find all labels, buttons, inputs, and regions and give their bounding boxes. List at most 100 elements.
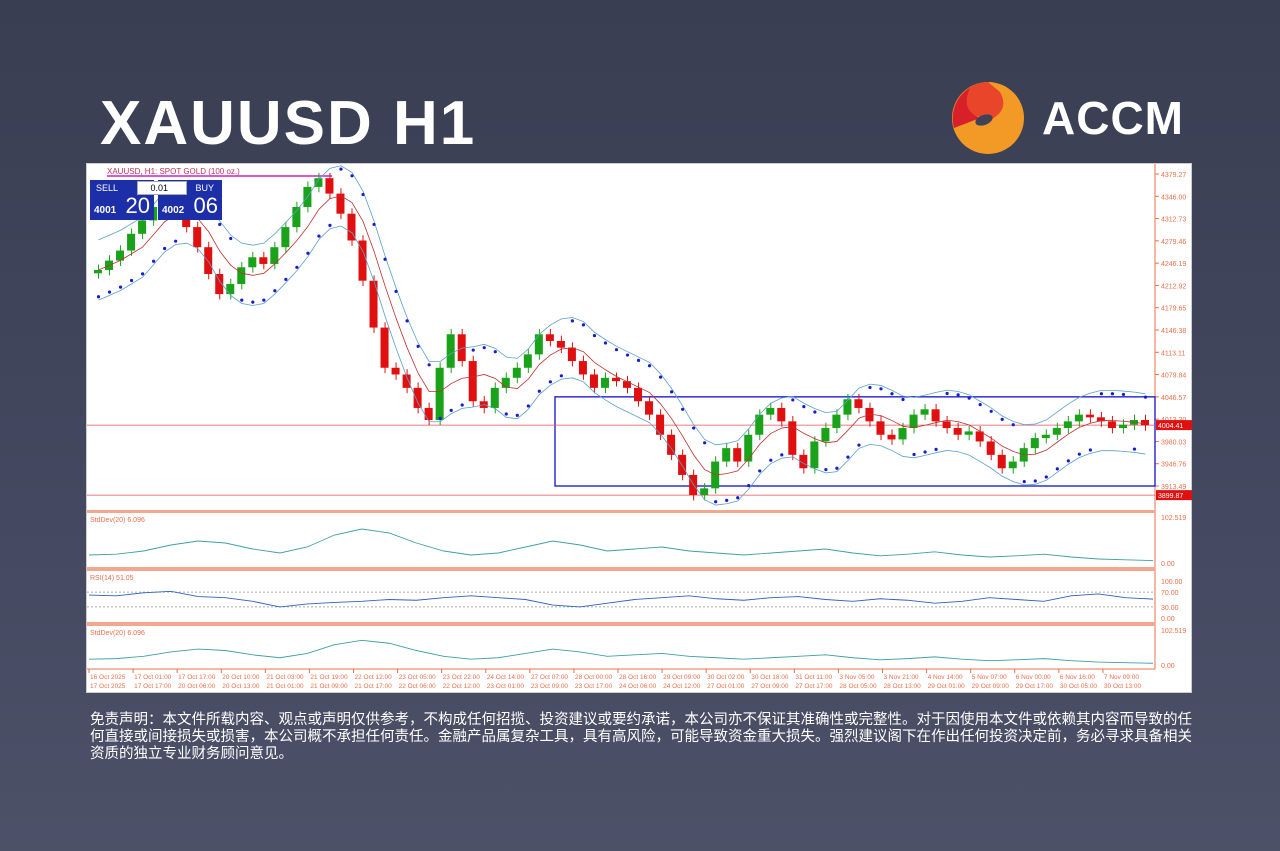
- bollinger-upper: [98, 165, 1146, 446]
- candle: [292, 207, 301, 228]
- trading-chart[interactable]: 4379.27 4346.00 4312.73 4279.46 4246.19 4212.…: [86, 163, 1192, 693]
- buy-price-big: 06: [193, 193, 218, 218]
- indicator-max-label: 102.519: [1161, 628, 1186, 635]
- lot-size-input[interactable]: 0.01: [137, 181, 187, 195]
- parabolic-sar-dot: [636, 358, 641, 362]
- parabolic-sar-dot: [163, 246, 167, 251]
- parabolic-sar-dot: [174, 239, 178, 243]
- candle: [490, 387, 499, 408]
- parabolic-sar-dot: [769, 458, 773, 462]
- sell-price-big: 20: [125, 193, 150, 218]
- x-tick-label: 22 Oct 12:00: [355, 674, 393, 681]
- parabolic-sar-dot: [152, 259, 156, 263]
- x-tick-label-secondary: 27 Oct 17:00: [795, 683, 833, 690]
- x-tick-label-secondary: 23 Oct 01:00: [487, 683, 525, 690]
- parabolic-sar-dot: [714, 500, 718, 504]
- x-tick-label-secondary: 22 Oct 06:00: [399, 683, 437, 690]
- candle: [975, 431, 984, 442]
- candle: [347, 213, 356, 241]
- y-tick-label: 4113.11: [1161, 350, 1185, 357]
- parabolic-sar-dot: [273, 289, 277, 293]
- parabolic-sar-dot: [251, 300, 255, 304]
- chart-canvas[interactable]: 4379.27 4346.00 4312.73 4279.46 4246.19 4212.…: [87, 164, 1193, 694]
- y-tick-label: 4179.65: [1161, 306, 1186, 313]
- parabolic-sar-dot: [427, 363, 431, 367]
- candle: [600, 377, 609, 388]
- x-tick-label: 16 Oct 2025: [90, 674, 126, 681]
- x-tick-label-secondary: 21 Oct 09:00: [310, 683, 348, 690]
- y-tick-label: 4279.46: [1161, 239, 1186, 246]
- candle: [887, 434, 896, 440]
- x-tick-label: 3 Nov 05:00: [839, 674, 874, 681]
- candle: [116, 250, 125, 261]
- parabolic-sar-dot: [879, 387, 883, 391]
- candle: [435, 367, 444, 421]
- x-tick-label-secondary: 23 Oct 09:00: [531, 683, 569, 690]
- x-tick-label: 27 Oct 07:00: [531, 674, 569, 681]
- parabolic-sar-dot: [515, 413, 519, 417]
- parabolic-sar-dot: [625, 353, 630, 357]
- parabolic-sar-dot: [813, 410, 817, 414]
- parabolic-sar-dot: [96, 295, 101, 299]
- parabolic-sar-dot: [493, 350, 497, 354]
- parabolic-sar-dot: [317, 234, 321, 238]
- sell-price-small: 4001: [94, 205, 117, 216]
- x-tick-label: 17 Oct 01:00: [134, 674, 172, 681]
- parabolic-sar-dot: [835, 466, 839, 470]
- candle: [512, 367, 521, 378]
- parabolic-sar-dot: [328, 223, 332, 227]
- candle: [523, 354, 532, 368]
- candle: [832, 414, 841, 429]
- candle: [997, 454, 1006, 469]
- candle: [391, 367, 400, 375]
- x-tick-label-secondary: 29 Oct 09:00: [972, 683, 1010, 690]
- indicator-label: StdDev(20) 6.096: [90, 630, 145, 637]
- parabolic-sar-dot: [945, 391, 949, 396]
- x-tick-label: 28 Oct 16:00: [619, 674, 657, 681]
- candle: [722, 448, 731, 462]
- parabolic-sar-dot: [890, 392, 894, 396]
- parabolic-sar-dot: [548, 380, 552, 384]
- candle: [1052, 428, 1061, 435]
- parabolic-sar-dot: [1110, 392, 1115, 396]
- candle: [766, 407, 775, 415]
- candle: [226, 284, 235, 295]
- parabolic-sar-dot: [934, 447, 938, 451]
- rsi-level-label: 100.00: [1161, 579, 1183, 586]
- parabolic-sar-dot: [703, 441, 707, 445]
- parabolic-sar-dot: [780, 453, 784, 457]
- parabolic-sar-dot: [1088, 448, 1092, 452]
- x-tick-label: 21 Oct 19:00: [310, 674, 348, 681]
- parabolic-sar-dot: [736, 496, 740, 500]
- x-tick-label-secondary: 21 Oct 17:00: [355, 683, 393, 690]
- y-tick-label: 4346.00: [1161, 194, 1186, 201]
- candle: [501, 377, 510, 388]
- candle: [667, 434, 676, 455]
- x-tick-label: 31 Oct 11:00: [795, 674, 832, 681]
- x-tick-label: 24 Oct 14:00: [487, 674, 525, 681]
- rsi-level-label: 30.00: [1161, 605, 1179, 612]
- candle: [567, 347, 576, 362]
- x-tick-label-secondary: 23 Oct 17:00: [575, 683, 613, 690]
- x-tick-label-secondary: 27 Oct 09:00: [751, 683, 789, 690]
- parabolic-sar-dot: [901, 397, 905, 402]
- parabolic-sar-dot: [614, 348, 619, 352]
- parabolic-sar-dot: [1066, 459, 1070, 463]
- candle: [457, 334, 466, 362]
- y-tick-label: 4246.19: [1161, 261, 1186, 268]
- candle: [556, 340, 565, 348]
- x-tick-label-secondary: 29 Oct 17:00: [1016, 683, 1054, 690]
- x-tick-label: 20 Oct 10:00: [222, 674, 260, 681]
- parabolic-sar-dot: [218, 222, 222, 227]
- parabolic-sar-dot: [229, 236, 233, 241]
- candle: [369, 280, 378, 328]
- candle: [237, 267, 246, 285]
- parabolic-sar-dot: [868, 385, 872, 390]
- candle: [94, 269, 103, 274]
- candle: [656, 414, 665, 435]
- candle: [964, 431, 973, 435]
- y-tick-label: 4312.73: [1161, 217, 1186, 224]
- parabolic-sar-dot: [107, 290, 112, 294]
- indicator-max-label: 102.519: [1161, 515, 1186, 522]
- parabolic-sar-dot: [339, 167, 343, 171]
